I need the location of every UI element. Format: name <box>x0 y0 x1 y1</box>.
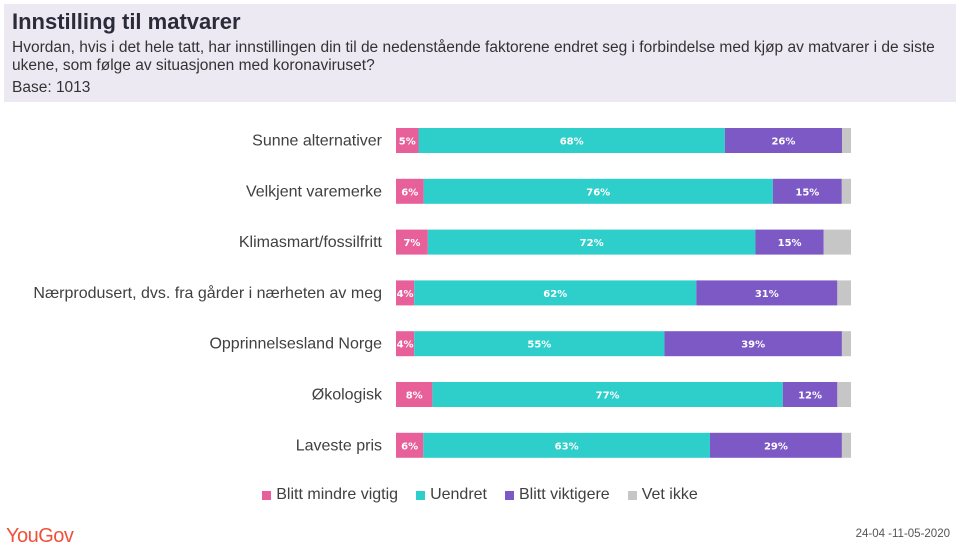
bar-segment-vet-ikke <box>824 230 851 255</box>
legend-label: Blitt viktigere <box>519 486 610 504</box>
legend-swatch <box>262 491 271 500</box>
legend-label: Blitt mindre vigtig <box>276 486 398 504</box>
data-label: 62% <box>543 289 567 300</box>
data-label: 6% <box>401 187 418 198</box>
yougov-logo: YouGov <box>6 525 73 548</box>
data-label: 6% <box>401 441 418 452</box>
legend-item-blitt-mindre-vigtig: Blitt mindre vigtig <box>262 486 398 504</box>
legend-swatch <box>416 491 425 500</box>
data-label: 15% <box>778 238 802 249</box>
bar-segment-vet-ikke <box>842 433 851 458</box>
legend-item-uendret: Uendret <box>416 486 487 504</box>
data-label: 55% <box>527 340 551 351</box>
data-label: 7% <box>403 238 420 249</box>
category-label-klimasmart-fossilfritt: Klimasmart/fossilfritt <box>239 234 383 251</box>
data-label: 15% <box>795 187 819 198</box>
data-label: 77% <box>596 391 620 402</box>
category-label-velkjent-varemerke: Velkjent varemerke <box>246 183 382 200</box>
bar-segment-vet-ikke <box>842 331 851 356</box>
stacked-bar-chart: Sunne alternativer 5% 68% 26% Velkjent varem… <box>0 0 960 480</box>
category-label-laveste-pris: Laveste pris <box>296 437 382 454</box>
data-label: 5% <box>399 137 416 148</box>
legend-label: Uendret <box>430 486 487 504</box>
data-label: 76% <box>586 187 610 198</box>
legend-swatch <box>628 491 637 500</box>
data-label: 12% <box>798 391 822 402</box>
date-range: 24-04 -11-05-2020 <box>856 528 950 540</box>
data-label: 39% <box>741 340 765 351</box>
legend-swatch <box>505 491 514 500</box>
category-label-sunne-alternativer: Sunne alternativer <box>252 133 383 150</box>
bar-segment-vet-ikke <box>842 128 851 153</box>
data-label: 8% <box>406 391 423 402</box>
bar-segment-vet-ikke <box>837 280 851 305</box>
category-label-opprinnelsesland-norge: Opprinnelsesland Norge <box>209 336 382 353</box>
data-label: 31% <box>755 289 779 300</box>
data-label: 26% <box>771 137 795 148</box>
category-label-kologisk: Økologisk <box>312 387 383 404</box>
chart-legend: Blitt mindre vigtig Uendret Blitt viktiger… <box>0 486 960 504</box>
data-label: 68% <box>560 137 584 148</box>
legend-item-blitt-viktigere: Blitt viktigere <box>505 486 610 504</box>
data-label: 63% <box>555 441 579 452</box>
bar-segment-vet-ikke <box>837 382 851 407</box>
legend-label: Vet ikke <box>642 486 698 504</box>
bar-segment-vet-ikke <box>842 179 851 204</box>
data-label: 72% <box>580 238 604 249</box>
category-label-n-rprodusert-dvs-fra-ga-rder-i-n-rheten-av-meg: Nærprodusert, dvs. fra gårder i nærheten… <box>33 284 382 302</box>
data-label: 4% <box>397 340 414 351</box>
legend-item-vet-ikke: Vet ikke <box>628 486 698 504</box>
data-label: 29% <box>764 441 788 452</box>
data-label: 4% <box>397 289 414 300</box>
